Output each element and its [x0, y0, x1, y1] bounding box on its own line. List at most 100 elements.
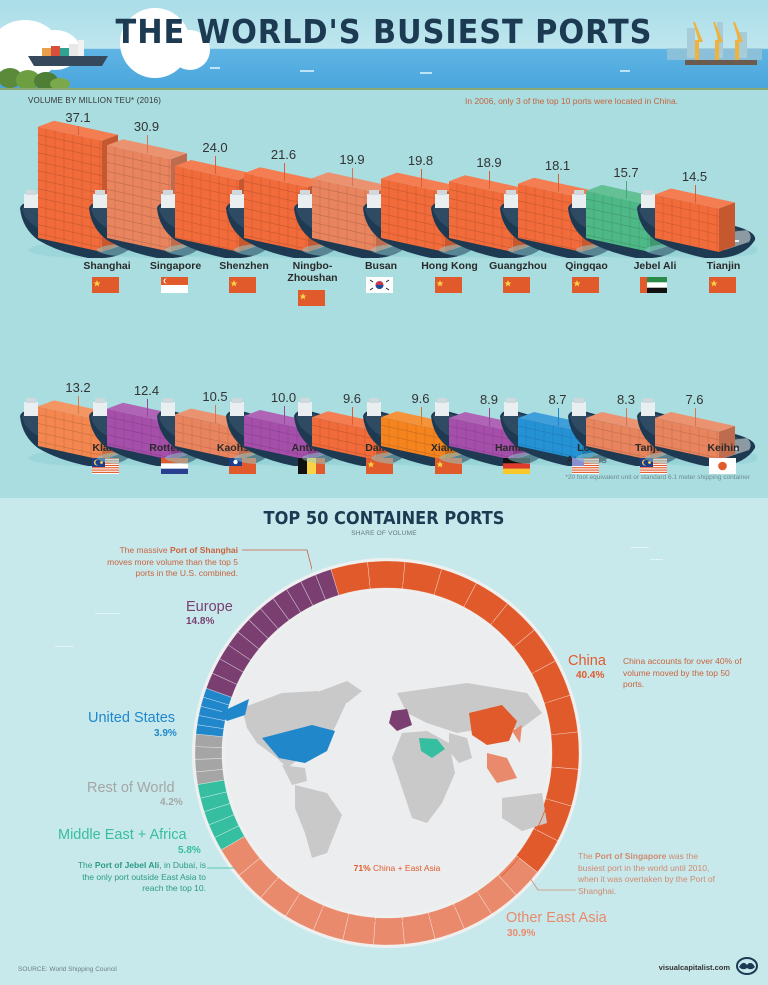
- region-label-europe: Europe: [186, 599, 233, 615]
- donut-chart-subtitle: SHARE OF VOLUME: [351, 530, 417, 537]
- port-value: 12.4: [133, 382, 160, 398]
- wave-decoration: ﹋﹋﹋: [630, 548, 649, 555]
- port-name: Ningbo- Zhoushan: [287, 260, 338, 284]
- region-label-rest: Rest of World: [87, 780, 175, 796]
- region-label-mea: Middle East + Africa: [58, 827, 187, 843]
- brand-link[interactable]: visualcapitalist.com: [658, 963, 730, 972]
- port-value: 9.6: [411, 391, 430, 407]
- port-value: 14.5: [681, 168, 708, 184]
- leader-line: [215, 404, 216, 423]
- source-credit: SOURCE: World Shipping Council: [18, 966, 117, 973]
- port-value: 7.6: [685, 392, 704, 407]
- flag-china-icon: [434, 277, 462, 293]
- page-title: THE WORLD'S BUSIEST PORTS: [115, 12, 653, 51]
- port-value: 19.9: [339, 152, 365, 168]
- annotation-jebel-ali: The Port of Jebel Ali, in Dubai, is the …: [77, 860, 206, 893]
- port-value: 30.9: [133, 119, 160, 135]
- flag-singapore-icon: [160, 277, 188, 293]
- port-value: 21.6: [270, 147, 297, 163]
- donut-segment-other-east-asia: [373, 916, 405, 946]
- share-donut-chart: 71% China + East Asia: [192, 558, 582, 948]
- port-name: Busan: [364, 260, 398, 272]
- annotation-china: China accounts for over 40% of volume mo…: [623, 656, 742, 689]
- region-pct-other-east-asia: 30.9%: [507, 928, 536, 939]
- port-name: Shanghai: [83, 260, 131, 272]
- flag-china-icon: [503, 277, 530, 293]
- chart-subtitle: VOLUME BY MILLION TEU* (2016): [28, 96, 162, 105]
- port-value: 24.0: [202, 140, 228, 155]
- region-label-china: China: [568, 653, 606, 669]
- leader-line: [283, 406, 285, 424]
- water-shine: [420, 72, 432, 74]
- port-item: 14.5 Tianjin: [635, 110, 757, 293]
- leader-line: [557, 408, 559, 426]
- region-pct-china: 40.4%: [576, 670, 605, 681]
- center-label-pct: 71%: [354, 863, 371, 873]
- port-name: Qingqao: [565, 260, 608, 272]
- region-label-other-east-asia: Other East Asia: [506, 910, 607, 926]
- leader-line: [557, 173, 559, 192]
- annotation-singapore: The Port of Singapore was the busiest po…: [578, 851, 716, 896]
- port-value: 8.9: [479, 392, 499, 407]
- port-value: 9.6: [342, 391, 362, 407]
- port-value: 8.7: [548, 392, 567, 407]
- port-cranes-icon: [667, 22, 762, 65]
- donut-segment-rest-of-world: [194, 758, 224, 773]
- leader-line: [352, 407, 353, 426]
- donut-segment-rest-of-world: [194, 746, 223, 760]
- cargo-ship-icon: [28, 40, 108, 66]
- port-value: 13.2: [65, 380, 91, 396]
- leader-line: [207, 867, 235, 869]
- flag-china-icon: [708, 277, 736, 293]
- region-label-us: United States: [88, 710, 176, 726]
- port-name: Keihin: [707, 442, 740, 454]
- leader-line: [242, 549, 312, 571]
- port-name: Guangzhou: [489, 260, 547, 272]
- donut-segment-europe: [315, 569, 340, 601]
- cloud: [170, 30, 210, 70]
- region-pct-europe: 14.8%: [186, 616, 215, 627]
- leader-line: [78, 126, 79, 135]
- leader-line: [283, 163, 285, 182]
- water-shine: [620, 70, 630, 72]
- world-map-icon: [219, 681, 547, 858]
- leader-line: [420, 168, 422, 187]
- donut-segments: [194, 560, 580, 946]
- center-label: 71% China + East Asia: [354, 863, 441, 873]
- trees-icon: [0, 68, 70, 88]
- flag-uae-icon: [640, 277, 667, 293]
- port-value: 10.5: [202, 388, 228, 404]
- header-banner: THE WORLD'S BUSIEST PORTS: [0, 0, 768, 88]
- wave-decoration: ﹋﹋: [650, 560, 663, 567]
- region-pct-mea: 5.8%: [178, 845, 201, 856]
- leader-line: [420, 407, 422, 426]
- port-name: Singapore: [149, 260, 202, 272]
- teu-footnote: *20 foot equivalent unit or standard 6.1…: [565, 474, 750, 481]
- flag-china-icon: [297, 290, 325, 306]
- leader-line: [146, 135, 148, 154]
- donut-chart-title: TOP 50 CONTAINER PORTS: [263, 508, 505, 529]
- port-value: 18.9: [476, 155, 502, 171]
- flag-belgium-icon: [297, 458, 325, 474]
- chart-note: In 2006, only 3 of the top 10 ports were…: [465, 96, 679, 106]
- flag-south-korea-icon: [366, 277, 393, 293]
- flag-china-icon: [92, 277, 119, 293]
- leader-line: [489, 408, 490, 426]
- flag-japan-icon: [708, 458, 736, 474]
- port-name: Tianjin: [706, 260, 741, 272]
- port-value: 15.7: [613, 164, 639, 180]
- port-name: Jebel Ali: [633, 260, 677, 272]
- port-value: 8.3: [616, 392, 636, 407]
- port-value: 10.0: [270, 390, 297, 405]
- water-shine: [300, 70, 314, 72]
- port-item: 7.6 Keihin: [635, 318, 757, 488]
- water-shine: [210, 67, 220, 69]
- leader-line: [146, 398, 148, 417]
- leader-line: [694, 408, 696, 426]
- port-name: Shenzhen: [219, 260, 269, 272]
- port-value: 37.1: [65, 110, 91, 125]
- port-name: Hong Kong: [421, 260, 478, 272]
- wave-decoration: ﹋﹋﹋: [55, 647, 74, 654]
- wave-decoration: ﹋﹋﹋﹋: [95, 614, 120, 621]
- flag-china-icon: [229, 277, 256, 293]
